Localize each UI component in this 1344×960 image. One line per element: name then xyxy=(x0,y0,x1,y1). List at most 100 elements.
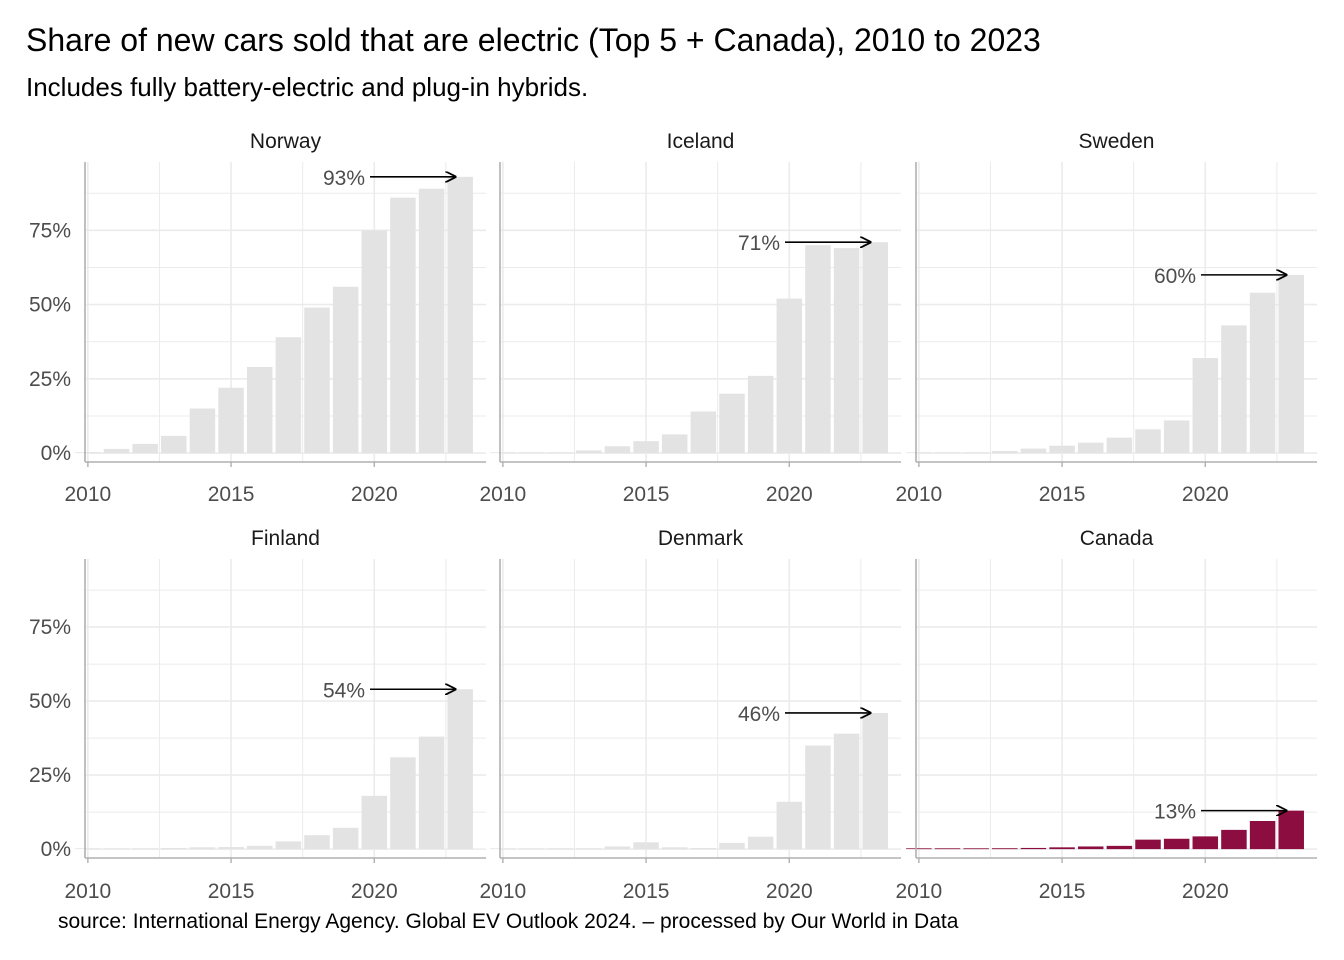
bar-norway-2014 xyxy=(189,408,216,454)
bar-finland-2018 xyxy=(304,835,330,850)
bar-sweden-2011 xyxy=(934,452,961,454)
bar-sweden-2023 xyxy=(1278,274,1304,454)
bar-iceland-2013 xyxy=(576,450,602,454)
bar-denmark-2019 xyxy=(747,836,774,850)
bar-sweden-2018 xyxy=(1135,429,1161,454)
bar-canada-2021 xyxy=(1221,829,1247,850)
bar-sweden-2010 xyxy=(906,452,932,454)
bar-iceland-2015 xyxy=(633,441,659,454)
bar-norway-2015 xyxy=(218,387,244,454)
facet-title-finland: Finland xyxy=(251,527,320,550)
bar-norway-2019 xyxy=(332,286,359,454)
bar-norway-2012 xyxy=(132,443,158,454)
value-label-norway: 93% xyxy=(323,167,365,190)
chart-subtitle: Includes fully battery-electric and plug… xyxy=(26,72,589,102)
bar-canada-2023 xyxy=(1278,810,1304,850)
y-tick-label: 25% xyxy=(29,764,71,787)
bar-norway-2017 xyxy=(275,337,302,454)
bar-sweden-2012 xyxy=(963,452,989,454)
bar-norway-2023 xyxy=(447,176,473,454)
bar-norway-2022 xyxy=(418,188,445,454)
bar-finland-2015 xyxy=(218,847,244,850)
x-tick-label: 2010 xyxy=(65,880,112,903)
bar-sweden-2017 xyxy=(1106,437,1133,454)
bar-finland-2021 xyxy=(390,757,416,850)
bar-sweden-2022 xyxy=(1249,292,1276,454)
bar-iceland-2020 xyxy=(776,298,803,454)
facet-title-denmark: Denmark xyxy=(658,527,744,550)
facet-title-iceland: Iceland xyxy=(667,130,735,153)
bar-iceland-2019 xyxy=(747,375,774,454)
bar-finland-2013 xyxy=(161,847,187,850)
bar-canada-2011 xyxy=(934,848,961,850)
y-tick-label: 75% xyxy=(29,219,71,242)
bar-finland-2011 xyxy=(103,848,130,850)
bar-canada-2017 xyxy=(1106,845,1133,850)
bar-sweden-2020 xyxy=(1192,358,1219,454)
facet-title-norway: Norway xyxy=(250,130,322,153)
value-label-finland: 54% xyxy=(323,679,365,702)
x-tick-label: 2020 xyxy=(766,880,813,903)
x-tick-label: 2015 xyxy=(1039,880,1086,903)
bar-sweden-2013 xyxy=(992,451,1018,454)
x-tick-label: 2015 xyxy=(623,880,670,903)
bar-denmark-2011 xyxy=(518,848,545,850)
bar-finland-2019 xyxy=(332,827,359,850)
y-tick-label: 0% xyxy=(41,442,71,465)
bar-canada-2022 xyxy=(1249,820,1276,850)
y-tick-label: 75% xyxy=(29,616,71,639)
x-tick-label: 2010 xyxy=(480,483,527,506)
bar-canada-2019 xyxy=(1163,838,1190,850)
bar-denmark-2017 xyxy=(690,847,717,850)
bar-iceland-2023 xyxy=(862,242,888,454)
bar-canada-2016 xyxy=(1077,846,1104,850)
bar-sweden-2016 xyxy=(1077,442,1104,454)
bar-finland-2017 xyxy=(275,841,302,850)
facet-title-canada: Canada xyxy=(1080,527,1154,550)
bar-denmark-2012 xyxy=(547,848,573,850)
bar-norway-2010 xyxy=(75,452,101,454)
bar-denmark-2010 xyxy=(490,848,516,850)
x-tick-label: 2020 xyxy=(1182,880,1229,903)
x-tick-label: 2010 xyxy=(65,483,112,506)
bar-denmark-2013 xyxy=(576,848,602,850)
y-tick-label: 25% xyxy=(29,368,71,391)
x-tick-label: 2020 xyxy=(766,483,813,506)
chart-title: Share of new cars sold that are electric… xyxy=(26,22,1041,58)
bar-denmark-2022 xyxy=(833,733,860,850)
bar-iceland-2011 xyxy=(518,452,545,454)
x-tick-label: 2015 xyxy=(623,483,670,506)
bar-finland-2022 xyxy=(418,736,445,850)
bar-finland-2016 xyxy=(246,845,273,850)
x-tick-label: 2020 xyxy=(351,880,398,903)
bar-canada-2012 xyxy=(963,848,989,850)
bar-denmark-2021 xyxy=(805,745,831,850)
bar-denmark-2015 xyxy=(633,842,659,850)
bar-iceland-2010 xyxy=(490,452,516,454)
bar-denmark-2014 xyxy=(604,846,631,850)
bar-canada-2020 xyxy=(1192,836,1219,850)
bar-iceland-2021 xyxy=(805,245,831,454)
value-label-sweden: 60% xyxy=(1154,265,1196,288)
bar-sweden-2015 xyxy=(1049,445,1075,454)
bar-sweden-2014 xyxy=(1020,448,1047,454)
x-tick-label: 2010 xyxy=(896,880,943,903)
bar-denmark-2023 xyxy=(862,712,888,850)
bar-canada-2018 xyxy=(1135,839,1161,850)
bar-norway-2021 xyxy=(390,197,416,454)
bar-norway-2018 xyxy=(304,307,330,454)
bar-canada-2015 xyxy=(1049,847,1075,850)
bar-iceland-2012 xyxy=(547,452,573,454)
source-caption: source: International Energy Agency. Glo… xyxy=(58,910,959,933)
bar-iceland-2014 xyxy=(604,446,631,454)
bar-norway-2013 xyxy=(161,435,187,454)
bar-norway-2016 xyxy=(246,366,273,454)
bar-canada-2014 xyxy=(1020,847,1047,850)
y-tick-label: 0% xyxy=(41,838,71,861)
bar-norway-2020 xyxy=(361,230,388,454)
bar-finland-2014 xyxy=(189,847,216,850)
bar-denmark-2020 xyxy=(776,801,803,850)
bar-sweden-2021 xyxy=(1221,325,1247,454)
value-label-iceland: 71% xyxy=(738,232,780,255)
